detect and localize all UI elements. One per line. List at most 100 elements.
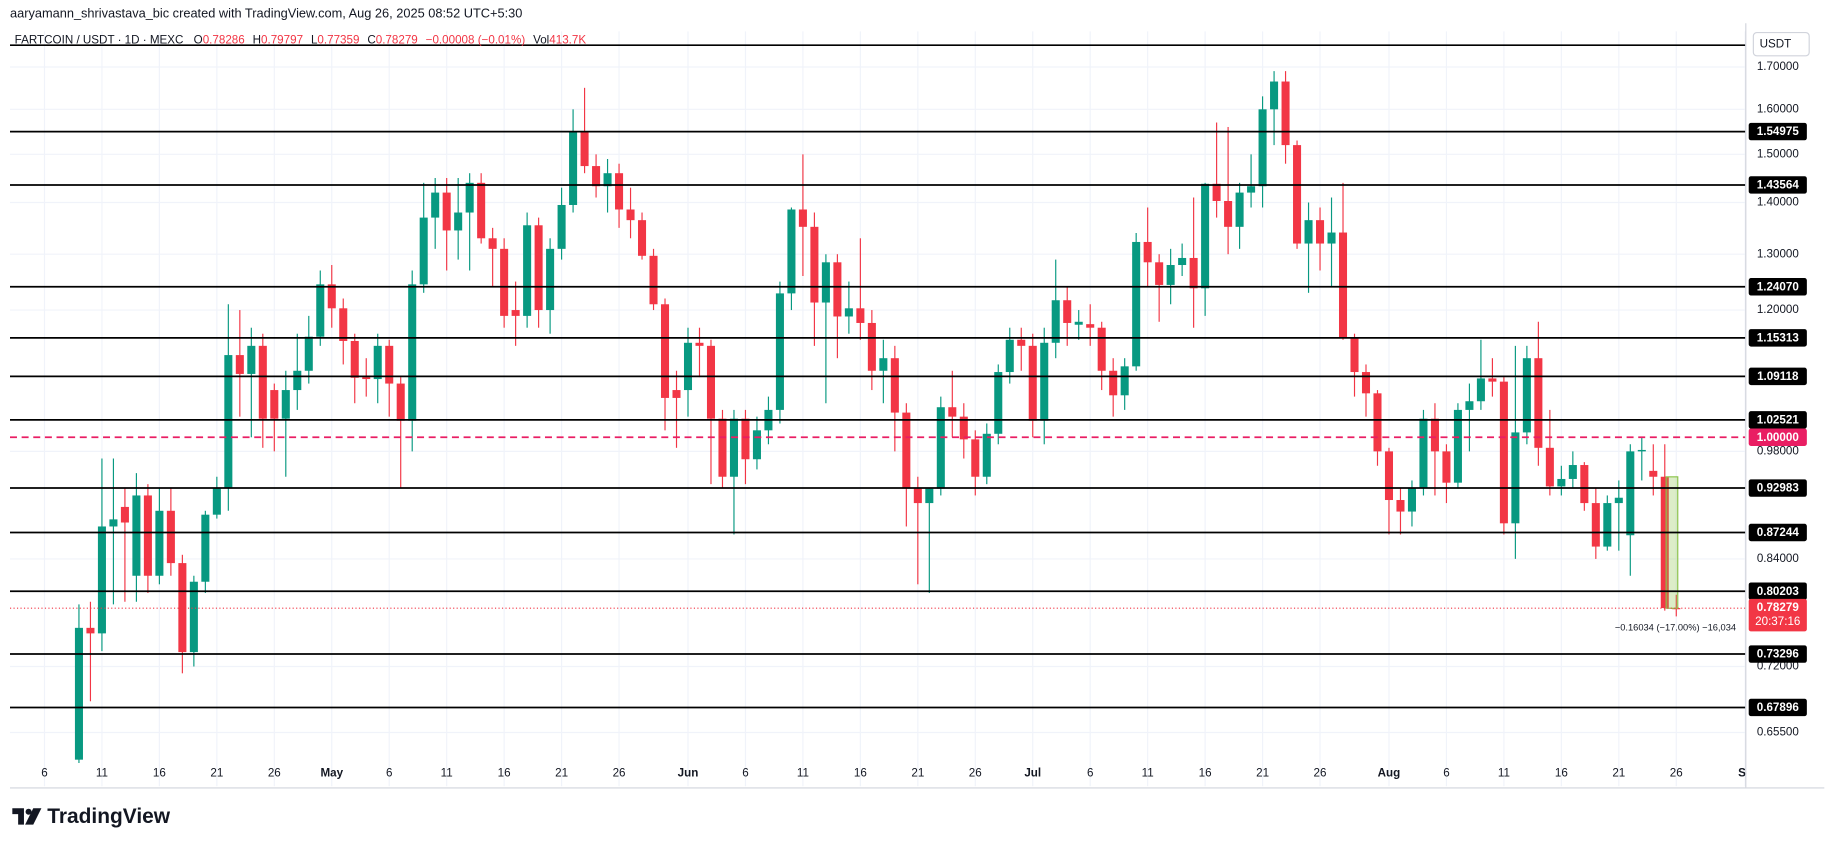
y-tick-label: 1.20000 xyxy=(1757,303,1800,316)
x-tick-label: 11 xyxy=(1142,766,1154,779)
y-tick-label: 1.60000 xyxy=(1757,102,1800,115)
candle-body xyxy=(396,383,405,421)
candle-body xyxy=(844,308,853,317)
candle-body xyxy=(1396,500,1405,512)
level-label: 0.73296 xyxy=(1757,648,1800,661)
candle-body xyxy=(1109,370,1118,396)
candle-body xyxy=(1028,345,1037,421)
x-tick-label: 26 xyxy=(969,766,982,779)
x-tick-label: 6 xyxy=(386,766,392,779)
candle-body xyxy=(500,248,509,316)
candle-body xyxy=(327,284,336,309)
candle-body xyxy=(1327,232,1336,244)
candle-body xyxy=(925,488,934,504)
level-label: 1.15313 xyxy=(1757,332,1800,345)
candle-body xyxy=(1120,366,1129,396)
level-label-box xyxy=(1748,698,1807,717)
y-axis: 1.70000 1.60000 1.50000 1.40000 1.30000 1.200… xyxy=(1748,60,1807,739)
x-tick-label: 26 xyxy=(1670,766,1683,779)
candle-body xyxy=(729,418,738,477)
candle-body xyxy=(1419,418,1428,488)
x-tick-label: 16 xyxy=(498,766,511,779)
candle-body xyxy=(1304,220,1313,244)
volume-value: 413.7K xyxy=(549,34,586,47)
x-tick-label: Jun xyxy=(678,766,699,779)
last-price-label: 0.78279 xyxy=(1757,601,1800,614)
candle-body xyxy=(419,217,428,285)
candle-body xyxy=(385,345,394,384)
x-tick-label: 16 xyxy=(854,766,867,779)
logo-mark xyxy=(25,808,32,815)
candle-body xyxy=(546,248,555,311)
candle-body xyxy=(1350,337,1359,373)
x-tick-label: 11 xyxy=(441,766,453,779)
candle-body xyxy=(224,355,233,488)
candle-body xyxy=(1293,145,1302,244)
change: −0.00008 (−0.01%) xyxy=(426,34,526,47)
candle-body xyxy=(1258,109,1267,187)
candle-body xyxy=(1488,378,1497,382)
symbol-line: FARTCOIN / USDT · 1D · MEXC O0.78286 H0.… xyxy=(15,34,587,47)
candle-body xyxy=(1086,324,1095,328)
last-price-box xyxy=(1748,598,1807,632)
candle-body xyxy=(741,418,750,460)
candle-body xyxy=(557,204,566,249)
candle-body xyxy=(316,284,325,337)
candle-body xyxy=(1040,342,1049,421)
x-tick-label: 26 xyxy=(268,766,281,779)
level-label: 1.54975 xyxy=(1757,125,1800,138)
candle-body xyxy=(166,510,175,564)
candle-body xyxy=(982,433,991,477)
ohlc-value: 0.77359 xyxy=(317,34,359,47)
x-tick-label: 21 xyxy=(210,766,223,779)
level-label: 1.43564 xyxy=(1757,179,1800,192)
candle-body xyxy=(258,345,267,419)
x-tick-label: 21 xyxy=(1256,766,1269,779)
candle-body xyxy=(1465,401,1474,410)
candle-body xyxy=(155,510,164,576)
ohlc-key: O xyxy=(194,34,203,47)
candle-body xyxy=(1247,186,1256,193)
candle-body xyxy=(477,182,486,239)
candle-body xyxy=(1189,257,1198,289)
candle-body xyxy=(74,627,83,760)
candle-body xyxy=(523,225,532,316)
candle-body xyxy=(488,238,497,249)
candle-body xyxy=(1005,339,1014,373)
candle-body xyxy=(994,372,1003,434)
candle-body xyxy=(569,131,578,205)
candle-body xyxy=(1384,451,1394,501)
candle-body xyxy=(603,173,612,187)
candle-body xyxy=(1166,265,1175,285)
candle-body xyxy=(1361,372,1371,394)
x-tick-label: 6 xyxy=(742,766,748,779)
y-tick-label: 0.98000 xyxy=(1757,444,1800,457)
ohlc-key: L xyxy=(311,34,318,47)
candle-body xyxy=(1430,418,1439,452)
candle-body xyxy=(1051,300,1060,343)
candle-body xyxy=(109,519,118,527)
candle-body xyxy=(1603,503,1612,547)
level-label-box xyxy=(1748,479,1807,497)
candle-body xyxy=(373,345,382,380)
candle-body xyxy=(350,340,359,378)
candle-body xyxy=(1626,451,1635,536)
candle-body xyxy=(752,430,761,460)
candle-body xyxy=(1373,393,1382,452)
logo xyxy=(12,808,42,825)
candle-body xyxy=(672,390,681,398)
candle-body xyxy=(1178,257,1187,266)
candle-body xyxy=(454,212,463,231)
level-label-box xyxy=(1748,367,1807,386)
level-label-box xyxy=(1748,122,1807,141)
candle-body xyxy=(281,390,290,419)
candle-body xyxy=(706,345,716,419)
candle-body xyxy=(879,358,888,371)
candle-body xyxy=(971,439,980,477)
x-tick-label: 6 xyxy=(1443,766,1449,779)
level-label-box xyxy=(1748,523,1807,542)
candle-body xyxy=(465,182,474,213)
candle-body xyxy=(833,262,842,317)
candle-body xyxy=(534,225,543,311)
